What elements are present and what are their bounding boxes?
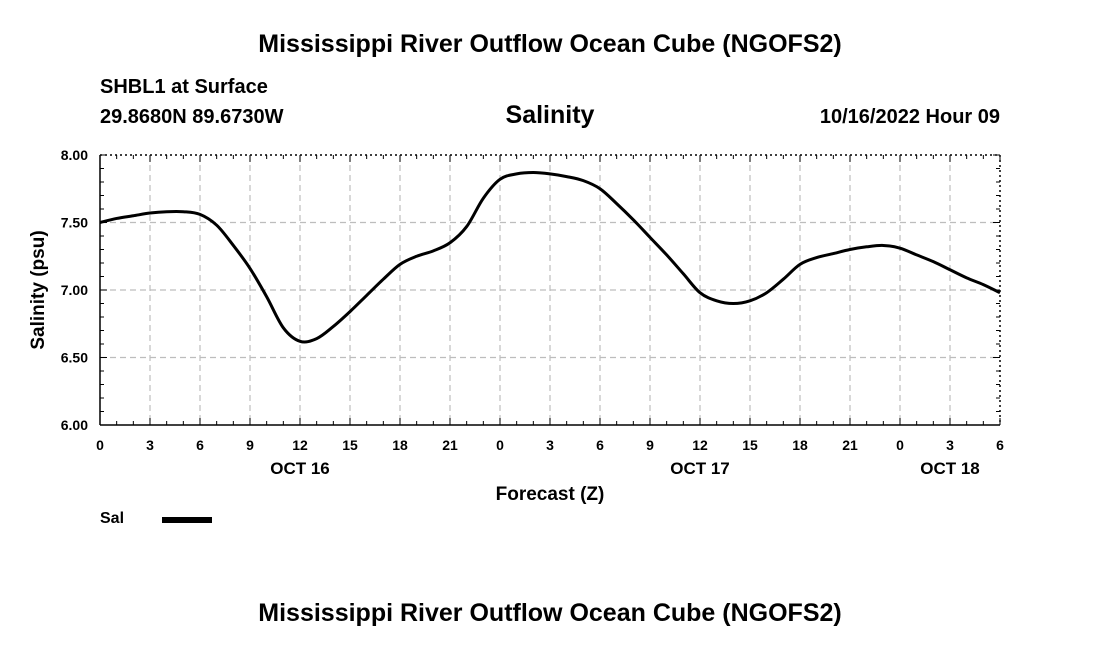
x-tick-label: 18 xyxy=(392,437,408,453)
y-axis-title: Salinity (psu) xyxy=(28,230,49,349)
x-tick-label: 15 xyxy=(742,437,758,453)
x-tick-label: 0 xyxy=(496,437,504,453)
x-tick-label: 15 xyxy=(342,437,358,453)
y-tick-label: 7.50 xyxy=(61,215,88,231)
x-tick-label: 3 xyxy=(146,437,154,453)
x-tick-label: 9 xyxy=(646,437,654,453)
x-tick-label: 12 xyxy=(292,437,308,453)
x-tick-label: 6 xyxy=(196,437,204,453)
x-tick-label: 6 xyxy=(596,437,604,453)
x-tick-label: 0 xyxy=(96,437,104,453)
x-tick-label: 0 xyxy=(896,437,904,453)
y-tick-label: 6.00 xyxy=(61,417,88,433)
y-tick-label: 8.00 xyxy=(61,147,88,163)
legend-label: Sal xyxy=(100,510,125,527)
x-axis-title: Forecast (Z) xyxy=(496,484,605,505)
x-tick-label: 3 xyxy=(946,437,954,453)
plot-title: Salinity xyxy=(505,101,595,129)
x-tick-label: 21 xyxy=(842,437,858,453)
day-label: OCT 16 xyxy=(270,459,330,478)
chart-title: Mississippi River Outflow Ocean Cube (NG… xyxy=(258,30,842,58)
x-tick-label: 12 xyxy=(692,437,708,453)
legend-swatch xyxy=(162,517,212,523)
x-tick-label: 18 xyxy=(792,437,808,453)
day-label: OCT 18 xyxy=(920,459,980,478)
footer-title: Mississippi River Outflow Ocean Cube (NG… xyxy=(258,599,842,627)
datetime-label: 10/16/2022 Hour 09 xyxy=(819,106,1000,128)
x-tick-label: 3 xyxy=(546,437,554,453)
coordinates-label: 29.8680N 89.6730W xyxy=(100,106,284,128)
series-line-sal xyxy=(99,171,1001,344)
y-tick-label: 6.50 xyxy=(61,350,88,366)
x-tick-label: 9 xyxy=(246,437,254,453)
day-label: OCT 17 xyxy=(670,459,730,478)
x-tick-label: 21 xyxy=(442,437,458,453)
y-tick-label: 7.00 xyxy=(61,282,88,298)
x-tick-label: 6 xyxy=(996,437,1004,453)
salinity-chart: 0 3 6 9 12 15 18 21 0 3 6 9 12 15 18 21 0 3 6 6.00 6.50 7.00 7… xyxy=(28,147,1004,505)
station-label: SHBL1 at Surface xyxy=(100,76,268,98)
